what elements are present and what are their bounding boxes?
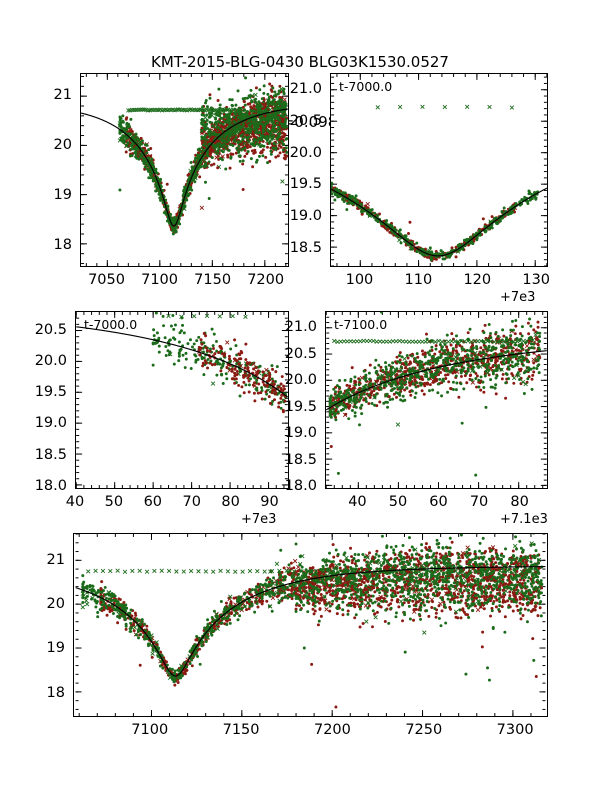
ytick-label-top-right: 19.5 bbox=[289, 176, 322, 193]
plot-area-bottom bbox=[75, 534, 546, 716]
xtick-label-middle-right: 40 bbox=[348, 494, 367, 510]
ytick-label-middle-right: 20.0 bbox=[284, 372, 317, 389]
xtick-label-middle-left: 40 bbox=[65, 494, 85, 510]
ytick-label-top-right: 18.5 bbox=[289, 239, 322, 256]
ytick-label-bottom: 21 bbox=[46, 551, 65, 568]
xtick-label-top-right: 120 bbox=[463, 272, 492, 288]
xtick-label-middle-right: 60 bbox=[429, 494, 448, 510]
model-curve-top-left bbox=[81, 108, 288, 227]
xtick-label-middle-right: 50 bbox=[388, 494, 408, 510]
ytick-label-top-left: 20 bbox=[53, 137, 72, 154]
axis-ticks-top-right bbox=[331, 74, 547, 266]
xtick-label-middle-left: 60 bbox=[143, 494, 163, 510]
model-curve-bottom bbox=[75, 566, 546, 677]
ytick-label-bottom: 18 bbox=[46, 684, 65, 701]
ytick-label-middle-left: 19.0 bbox=[34, 415, 67, 432]
x-offset-label-top-right: +7e3 bbox=[500, 290, 536, 305]
xtick-label-top-right: 110 bbox=[404, 272, 433, 288]
model-curve-middle-right bbox=[326, 350, 547, 411]
xtick-label-bottom: 7100 bbox=[131, 722, 169, 738]
xtick-label-top-left: 7100 bbox=[141, 272, 179, 288]
xtick-label-middle-left: 70 bbox=[182, 494, 201, 510]
model-curve-middle-left bbox=[76, 326, 288, 398]
xtick-label-bottom: 7150 bbox=[222, 722, 260, 738]
xtick-label-top-left: 7050 bbox=[88, 272, 125, 288]
ytick-label-middle-left: 20.5 bbox=[34, 321, 67, 338]
ytick-label-middle-left: 18.5 bbox=[34, 446, 67, 463]
ytick-label-top-right: 21.0 bbox=[289, 80, 322, 97]
axis-ticks-middle-left bbox=[76, 312, 288, 488]
xtick-label-middle-left: 90 bbox=[260, 494, 279, 510]
ytick-label-middle-right: 18.0 bbox=[284, 478, 317, 495]
xtick-label-bottom: 7250 bbox=[405, 722, 443, 738]
plot-area-top-left bbox=[81, 74, 288, 266]
ytick-label-top-left: 19 bbox=[53, 186, 72, 203]
ytick-label-bottom: 20 bbox=[46, 595, 65, 612]
ytick-label-middle-right: 19.5 bbox=[284, 398, 317, 415]
plot-area-middle-right bbox=[326, 312, 547, 488]
model-curve-top-right bbox=[331, 187, 547, 257]
xtick-label-top-right: 130 bbox=[522, 272, 551, 288]
x-offset-label-middle-right: +7.1e3 bbox=[500, 512, 548, 527]
x-offset-label-middle-left: +7e3 bbox=[241, 512, 277, 527]
plot-panel-bottom bbox=[73, 533, 548, 717]
plot-panel-middle-right: t-7100.0 bbox=[325, 311, 548, 489]
axis-ticks-bottom bbox=[75, 534, 546, 716]
ytick-label-bottom: 19 bbox=[46, 640, 65, 657]
axis-ticks-top-left bbox=[81, 74, 288, 266]
ytick-label-middle-right: 20.5 bbox=[284, 345, 317, 362]
plot-area-top-right bbox=[331, 74, 547, 266]
axis-ticks-middle-right bbox=[326, 312, 547, 488]
figure-title-line1: KMT-2015-BLG-0430 BLG03K1530.0527 bbox=[151, 53, 449, 71]
xtick-label-middle-right: 80 bbox=[510, 494, 529, 510]
plot-area-middle-left bbox=[76, 312, 288, 488]
ytick-label-top-left: 18 bbox=[53, 236, 72, 253]
ytick-label-top-left: 21 bbox=[53, 87, 72, 104]
xtick-label-middle-right: 70 bbox=[469, 494, 489, 510]
ytick-label-middle-right: 21.0 bbox=[284, 318, 317, 335]
plot-panel-top-right: t-7000.0 bbox=[330, 73, 548, 267]
ytick-label-top-right: 20.5 bbox=[289, 112, 322, 129]
ytick-label-middle-left: 20.0 bbox=[34, 352, 67, 369]
ytick-label-middle-left: 19.5 bbox=[34, 384, 67, 401]
ytick-label-middle-right: 19.0 bbox=[284, 425, 317, 442]
plot-panel-middle-left: t-7000.0 bbox=[75, 311, 289, 489]
ytick-label-middle-right: 18.5 bbox=[284, 451, 317, 468]
plot-panel-top-left bbox=[80, 73, 289, 267]
xtick-label-bottom: 7200 bbox=[313, 722, 351, 738]
ytick-label-top-right: 19.0 bbox=[289, 208, 322, 225]
xtick-label-middle-left: 50 bbox=[104, 494, 124, 510]
xtick-label-top-right: 100 bbox=[345, 272, 374, 288]
xtick-label-top-left: 7200 bbox=[247, 272, 285, 288]
ytick-label-top-right: 20.0 bbox=[289, 144, 322, 161]
xtick-label-middle-left: 80 bbox=[221, 494, 240, 510]
xtick-label-bottom: 7300 bbox=[496, 722, 534, 738]
xtick-label-top-left: 7150 bbox=[194, 272, 232, 288]
ytick-label-middle-left: 18.0 bbox=[34, 477, 67, 494]
